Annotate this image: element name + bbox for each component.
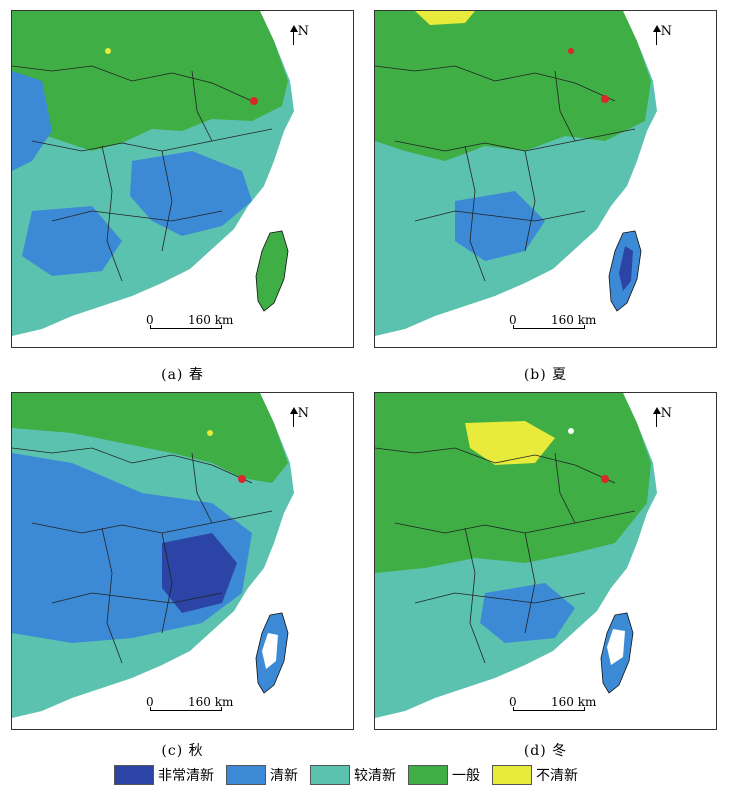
scale-zero-label: 0 [146, 695, 154, 709]
north-arrow: N [652, 24, 672, 45]
blue-zone [480, 583, 575, 643]
map-panel-autumn: N 0 160 km [11, 392, 354, 730]
green-zone [12, 393, 288, 483]
blue-zone-west [12, 71, 52, 171]
hotspot [601, 95, 609, 103]
legend-item: 较清新 [310, 765, 396, 785]
legend-label: 一般 [452, 768, 480, 784]
north-arrow-icon [652, 407, 661, 427]
scale-bar: 0 160 km [146, 695, 266, 711]
hotspot [568, 428, 574, 434]
blue-zone [130, 151, 252, 236]
scale-distance-label: 160 km [188, 313, 234, 327]
panel-caption: (b) 夏 [523, 367, 568, 383]
scale-distance-label: 160 km [551, 313, 597, 327]
legend-swatch [492, 765, 532, 785]
taiwan-core [607, 629, 625, 665]
legend-item: 一般 [408, 765, 480, 785]
taiwan-core [619, 246, 633, 291]
north-label: N [297, 24, 309, 39]
hotspot [250, 97, 258, 105]
panel-caption: (d) 冬 [523, 743, 568, 759]
north-arrow: N [652, 406, 672, 427]
taiwan-core [262, 633, 278, 669]
north-arrow-icon [652, 25, 661, 45]
legend-item: 不清新 [492, 765, 578, 785]
legend-label: 非常清新 [158, 768, 214, 784]
green-zone [375, 393, 651, 573]
legend-swatch [310, 765, 350, 785]
north-arrow: N [289, 24, 309, 45]
legend-label: 清新 [270, 768, 298, 784]
blue-zone-south [22, 206, 122, 276]
deep-blue-zone [162, 533, 237, 613]
legend: 非常清新 清新 较清新 一般 不清新 [114, 764, 590, 786]
map-graphic [12, 11, 294, 336]
north-label: N [297, 406, 309, 421]
hotspot [568, 48, 574, 54]
yellow-zone [465, 421, 555, 465]
map-graphic [375, 11, 657, 336]
map-panel-winter: N 0 160 km [374, 392, 717, 730]
green-zone [12, 11, 288, 151]
province-borders [375, 447, 636, 664]
legend-item: 清新 [226, 765, 298, 785]
north-arrow: N [289, 406, 309, 427]
taiwan-island [255, 230, 289, 312]
scale-bar-line [513, 707, 585, 711]
legend-swatch [408, 765, 448, 785]
scale-distance-label: 160 km [188, 695, 234, 709]
scale-bar-line [150, 325, 222, 329]
scale-zero-label: 0 [509, 695, 517, 709]
green-zone [375, 11, 651, 161]
province-borders [12, 65, 273, 282]
north-label: N [660, 406, 672, 421]
legend-swatch [114, 765, 154, 785]
scale-bar-line [513, 325, 585, 329]
north-arrow-icon [289, 25, 298, 45]
legend-label: 不清新 [536, 768, 578, 784]
yellow-zone [415, 11, 475, 25]
scale-bar: 0 160 km [509, 695, 629, 711]
legend-label: 较清新 [354, 768, 396, 784]
legend-swatch [226, 765, 266, 785]
hotspot [105, 48, 111, 54]
blue-zone [455, 191, 545, 261]
hotspot [238, 475, 246, 483]
panel-caption: (c) 秋 [161, 743, 204, 759]
scale-distance-label: 160 km [551, 695, 597, 709]
map-graphic [12, 393, 294, 718]
scale-bar-line [150, 707, 222, 711]
map-panel-spring: N 0 160 km [11, 10, 354, 348]
map-graphic [375, 393, 657, 718]
hotspot [601, 475, 609, 483]
province-borders [375, 65, 636, 282]
north-arrow-icon [289, 407, 298, 427]
panel-caption: (a) 春 [161, 367, 204, 383]
scale-zero-label: 0 [509, 313, 517, 327]
legend-item: 非常清新 [114, 765, 214, 785]
hotspot [207, 430, 213, 436]
province-borders [12, 447, 273, 664]
north-label: N [660, 24, 672, 39]
scale-bar: 0 160 km [146, 313, 266, 329]
scale-bar: 0 160 km [509, 313, 629, 329]
map-panel-summer: N 0 160 km [374, 10, 717, 348]
scale-zero-label: 0 [146, 313, 154, 327]
